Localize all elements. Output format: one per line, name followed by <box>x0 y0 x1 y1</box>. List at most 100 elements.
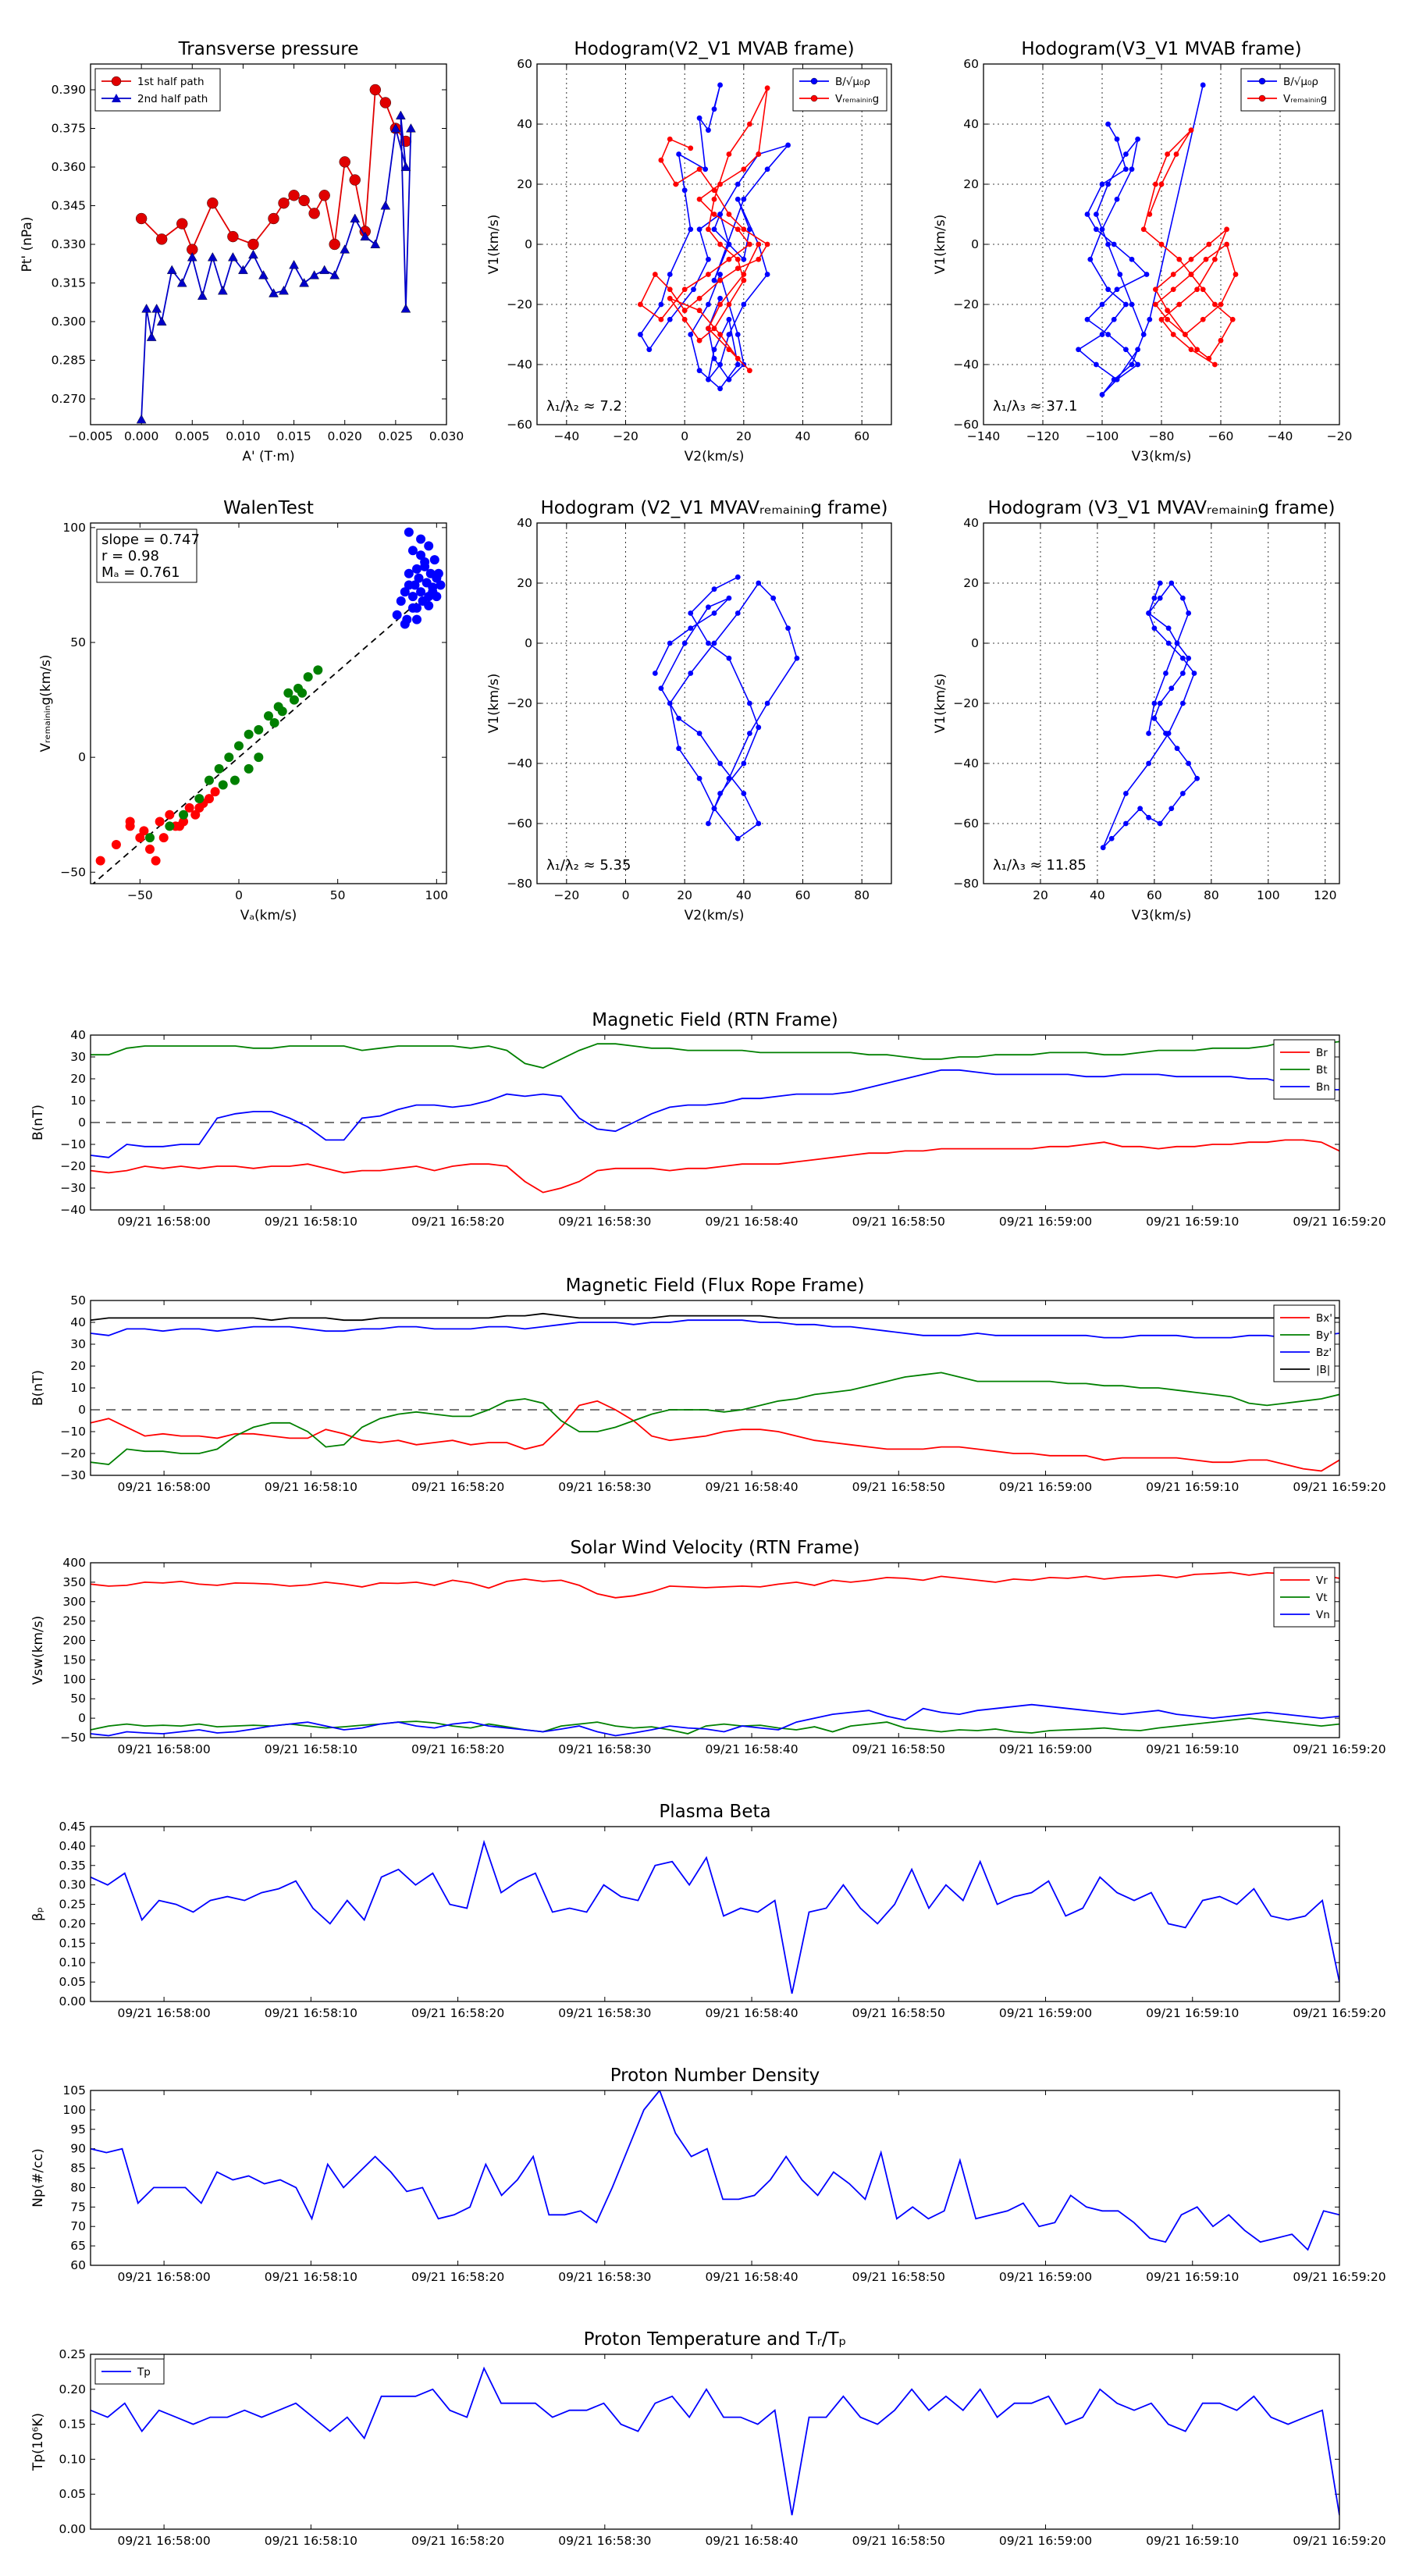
ts-bfr-ytick-label: −10 <box>60 1425 86 1439</box>
walen-point-green <box>277 706 287 717</box>
h1-point <box>717 272 723 277</box>
pt-first-half-point <box>155 233 168 245</box>
pt-second-half-point <box>400 304 411 313</box>
h2-point <box>1094 212 1099 217</box>
h2-point <box>1135 136 1140 142</box>
h2-point <box>1188 347 1194 353</box>
pt-panel: −0.005 0.000 0.005 0.010 0.015 0.020 0.025 0.03… <box>20 39 464 464</box>
ts-beta-title: Plasma Beta <box>659 1802 770 1822</box>
h1-ytick-label: 20 <box>517 177 532 191</box>
h2-v-line <box>1143 130 1236 365</box>
walen-point-blue <box>420 561 430 571</box>
h2-point <box>1224 241 1229 247</box>
walen-point-red <box>139 826 149 836</box>
walen-point-blue <box>407 603 418 613</box>
h3-point <box>706 820 711 827</box>
h1-point <box>785 142 791 148</box>
walen-point-red <box>135 833 145 843</box>
ts-bfr-ytick-label: 0 <box>78 1403 86 1417</box>
h1-point <box>706 127 711 133</box>
ts-brtn-xtick-label: 09/21 16:59:10 <box>1146 1215 1239 1229</box>
pt-first-half-point <box>207 197 219 209</box>
ts-line-Vn <box>91 1703 1339 1737</box>
h1-xtick-label: 40 <box>795 429 811 443</box>
ts-np-xtick-label: 09/21 16:58:10 <box>265 2270 357 2284</box>
walen-point-green <box>205 775 214 785</box>
h2-point <box>1194 347 1200 353</box>
h2-point <box>1153 181 1158 187</box>
h1-xtick-label: 60 <box>854 429 870 443</box>
h2-point <box>1129 256 1135 262</box>
pt-second-half-point <box>146 332 157 341</box>
walen-point-green <box>145 833 155 843</box>
h4-point <box>1165 625 1172 632</box>
h3-ytick-label: −60 <box>507 817 532 831</box>
ts-brtn-xtick-label: 09/21 16:58:50 <box>852 1215 945 1229</box>
walen-point-green <box>254 753 264 763</box>
ts-line-Np <box>91 2090 1339 2251</box>
h2-point <box>1105 241 1111 247</box>
walen-point-green <box>254 724 264 735</box>
pt-first-half-point <box>227 230 239 243</box>
h4-point <box>1186 760 1192 767</box>
h3-point <box>706 640 711 646</box>
pt-first-half-point <box>369 84 381 96</box>
ts-beta-xtick-label: 09/21 16:58:50 <box>852 2006 945 2020</box>
axes-frame <box>536 63 892 425</box>
h1-point <box>726 212 732 217</box>
h1-point <box>735 196 741 202</box>
ts-brtn-ylabel: B(nT) <box>30 1105 46 1140</box>
h2-ylabel: V1(km/s) <box>933 215 948 275</box>
h2-xlabel: V3(km/s) <box>1132 449 1192 464</box>
walen-point-blue <box>404 580 414 590</box>
ts-bfr-ytick-label: 10 <box>70 1381 86 1395</box>
walen-point-green <box>224 753 234 763</box>
h1-title: Hodogram(V2_V1 MVAB frame) <box>574 39 854 59</box>
h1-point <box>726 256 732 262</box>
h2-point <box>1224 226 1229 233</box>
walen-ytick-label: 100 <box>62 521 86 535</box>
h3-point <box>735 835 741 841</box>
h2-panel: −140 −120 −100 −80 −60 −40 −20 −60 −40 −20 0 20 40 60… <box>933 39 1352 464</box>
h1-point <box>711 106 717 112</box>
pt-second-half-point <box>390 123 401 133</box>
ts-vsw-ytick-label: 50 <box>70 1692 86 1706</box>
h1-point <box>646 347 653 353</box>
pt-second-half-point <box>187 252 197 262</box>
walen-point-blue <box>400 587 410 597</box>
h1-point <box>667 136 673 142</box>
h3-xtick-label: 60 <box>795 888 811 902</box>
legend-label: Vn <box>1316 1609 1330 1621</box>
h3-point <box>764 700 770 706</box>
h1-point <box>706 326 711 332</box>
h1-point <box>702 166 709 173</box>
h4-point <box>1151 700 1158 706</box>
h3-point <box>747 700 752 706</box>
walen-panel: −50 0 50 100 −50 0 50 100 WalenTest Vₐ(km/s) Vᵣₑₘₐ… <box>38 498 448 923</box>
pt-first-half-point <box>379 97 392 109</box>
ts-np-xtick-label: 09/21 16:59:00 <box>999 2270 1092 2284</box>
pt-first-half-point <box>288 190 300 201</box>
ts-brtn-xtick-label: 09/21 16:58:40 <box>705 1215 798 1229</box>
walen-point-blue <box>436 580 446 590</box>
legend: Vr Vt Vn <box>1273 1567 1336 1628</box>
ts-brtn-xtick-label: 09/21 16:59:00 <box>999 1215 1092 1229</box>
h2-title: Hodogram(V3_V1 MVAB frame) <box>1021 39 1301 59</box>
ts-brtn-ytick-label: −10 <box>60 1137 86 1151</box>
h1-point <box>696 337 702 343</box>
h2-point <box>1117 272 1123 277</box>
h1-point <box>756 241 762 247</box>
h1-point <box>747 241 752 247</box>
h4-point <box>1123 820 1129 827</box>
h1-point <box>717 212 723 217</box>
h2-point <box>1200 286 1206 293</box>
h4-point <box>1186 610 1192 616</box>
h1-point <box>741 166 747 173</box>
pt-xtick-label: 0.025 <box>379 429 413 443</box>
ts-line-Bx' <box>91 1400 1339 1472</box>
h3-point <box>711 610 717 616</box>
legend: B/√μ₀ρ Vᵣₑₘₐᵢₙᵢₙg <box>1240 68 1336 112</box>
h3-point <box>688 625 694 632</box>
h2-point <box>1165 316 1170 322</box>
h2-point <box>1105 181 1111 187</box>
